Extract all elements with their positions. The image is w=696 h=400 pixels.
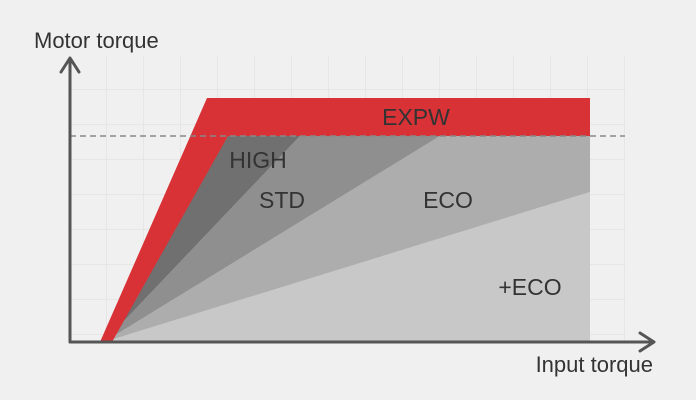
eco-region (104, 136, 590, 342)
std-region (104, 136, 440, 342)
region-label: ECO (423, 187, 473, 213)
region-label: STD (259, 187, 305, 213)
region-label: +ECO (498, 274, 561, 300)
region-label: HIGH (229, 147, 287, 173)
expw-region (100, 98, 590, 342)
axes (59, 56, 656, 353)
y-axis-label: Motor torque (34, 28, 159, 53)
x-axis-label: Input torque (536, 352, 653, 377)
high-region (104, 136, 300, 342)
region-label: EXPW (382, 104, 450, 130)
